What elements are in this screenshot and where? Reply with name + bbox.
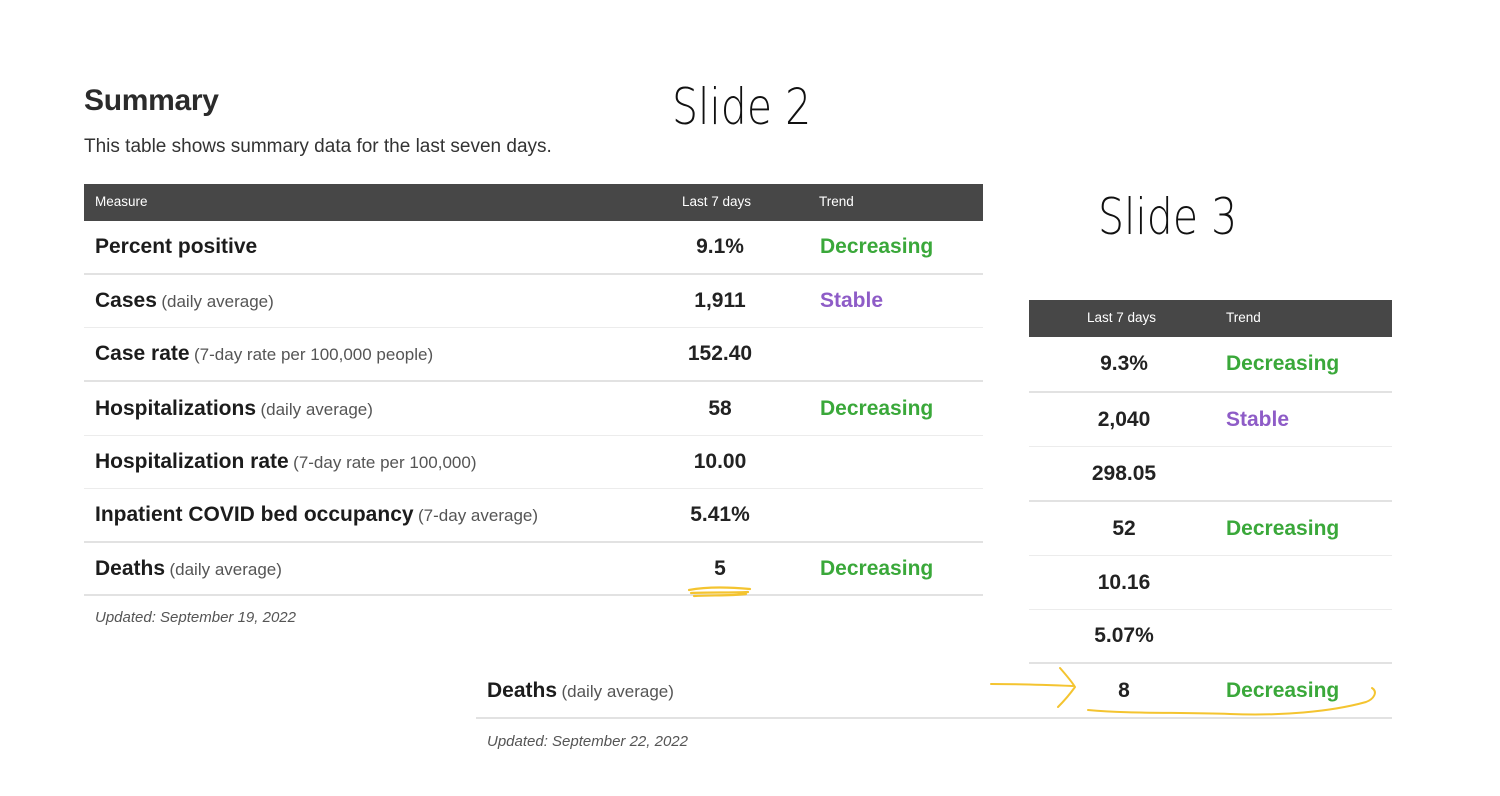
page-title: Summary: [84, 84, 219, 117]
last-7-days-value: 10.00: [693, 450, 747, 473]
trend-value: Stable: [820, 289, 884, 312]
last-7-days-value: 10.16: [1097, 570, 1151, 594]
measure-cell: Percent positive: [95, 235, 257, 259]
slide-3-label: Slide 3: [1098, 188, 1238, 246]
table-row: Hospitalizations (daily average) 58 Decr…: [84, 382, 983, 436]
trend-value: Decreasing: [1226, 352, 1340, 375]
table-row: Case rate (7-day rate per 100,000 people…: [84, 328, 983, 382]
measure-cell: Inpatient COVID bed occupancy (7-day ave…: [95, 503, 538, 527]
measure-name: Hospitalization rate: [95, 450, 289, 473]
last-7-days-value: 1,911: [694, 289, 746, 312]
measure-qualifier: (7-day average): [418, 506, 539, 525]
trend-value: Decreasing: [820, 396, 934, 420]
measure-qualifier: (7-day rate per 100,000): [293, 453, 477, 472]
table-row: 298.05: [1029, 447, 1392, 502]
arrow-icon: [990, 667, 1076, 708]
table-row: Cases (daily average) 1,911 Stable: [84, 275, 983, 328]
slide-3-table: Last 7 days Trend 9.3% Decreasing 2,040 …: [1029, 300, 1392, 665]
measure-cell: Deaths (daily average): [95, 557, 282, 581]
trend-value: Decreasing: [1226, 678, 1340, 702]
header-trend: Trend: [819, 194, 854, 209]
last-7-days-value: 9.1%: [696, 235, 744, 258]
last-7-days-value: 9.3%: [1100, 352, 1148, 375]
slide-3-deaths-row: Deaths (daily average) 8 Decreasing: [476, 664, 1392, 719]
measure-name: Hospitalizations: [95, 396, 257, 420]
measure-name: Deaths: [487, 678, 558, 702]
measure-cell: Case rate (7-day rate per 100,000 people…: [95, 342, 433, 366]
last-7-days-value: 5.07%: [1094, 624, 1154, 647]
measure-name: Percent positive: [95, 235, 258, 258]
table-row: 52 Decreasing: [1029, 502, 1392, 556]
table-header: Measure Last 7 days Trend: [84, 184, 983, 221]
table-row: Deaths (daily average) 5 Decreasing: [84, 543, 983, 596]
header-last-7-days: Last 7 days: [1087, 310, 1157, 325]
measure-qualifier: (daily average): [161, 292, 274, 311]
table-header: Last 7 days Trend: [1029, 300, 1392, 337]
last-7-days-value: 52: [1112, 516, 1136, 540]
table-row: 9.3% Decreasing: [1029, 337, 1392, 393]
table-row: 5.07%: [1029, 610, 1392, 664]
trend-value: Decreasing: [820, 235, 934, 258]
table-row: Percent positive 9.1% Decreasing: [84, 221, 983, 275]
slide-3-updated-note: Updated: September 22, 2022: [487, 733, 688, 750]
slide-2-label: Slide 2: [672, 78, 812, 136]
measure-name: Inpatient COVID bed occupancy: [95, 503, 414, 526]
trend-value: Stable: [1226, 407, 1290, 431]
measure-qualifier: (daily average): [561, 681, 674, 701]
measure-name: Case rate: [95, 342, 190, 365]
measure-qualifier: (daily average): [260, 399, 373, 419]
table-row: 2,040 Stable: [1029, 393, 1392, 447]
header-measure: Measure: [95, 194, 148, 209]
header-last-7-days: Last 7 days: [682, 194, 752, 209]
measure-qualifier: (7-day rate per 100,000 people): [194, 345, 434, 364]
slide-2-table: Measure Last 7 days Trend Percent positi…: [84, 184, 983, 596]
measure-cell: Deaths (daily average): [487, 679, 674, 703]
table-row: Hospitalization rate (7-day rate per 100…: [84, 436, 983, 489]
measure-qualifier: (daily average): [169, 559, 282, 579]
measure-cell: Hospitalizations (daily average): [95, 397, 373, 421]
last-7-days-value: 152.40: [687, 342, 753, 365]
slide-2-updated-note: Updated: September 19, 2022: [95, 609, 296, 626]
trend-value: Decreasing: [1226, 516, 1340, 540]
header-trend: Trend: [1226, 310, 1261, 325]
measure-cell: Cases (daily average): [95, 289, 274, 313]
underline-stroke: [1087, 687, 1376, 716]
last-7-days-value: 2,040: [1097, 407, 1151, 431]
last-7-days-value: 8: [1118, 678, 1130, 702]
last-7-days-value: 298.05: [1091, 461, 1157, 485]
table-row: 10.16: [1029, 556, 1392, 610]
last-7-days-value: 5.41%: [690, 503, 750, 526]
table-row: Inpatient COVID bed occupancy (7-day ave…: [84, 489, 983, 543]
measure-name: Cases: [95, 289, 157, 312]
measure-name: Deaths: [95, 556, 166, 580]
last-7-days-value: 5: [714, 556, 726, 580]
underline-scribble: [687, 586, 752, 598]
measure-cell: Hospitalization rate (7-day rate per 100…: [95, 450, 477, 474]
page-subtitle: This table shows summary data for the la…: [84, 136, 552, 157]
last-7-days-value: 58: [708, 396, 732, 420]
trend-value: Decreasing: [820, 556, 934, 580]
